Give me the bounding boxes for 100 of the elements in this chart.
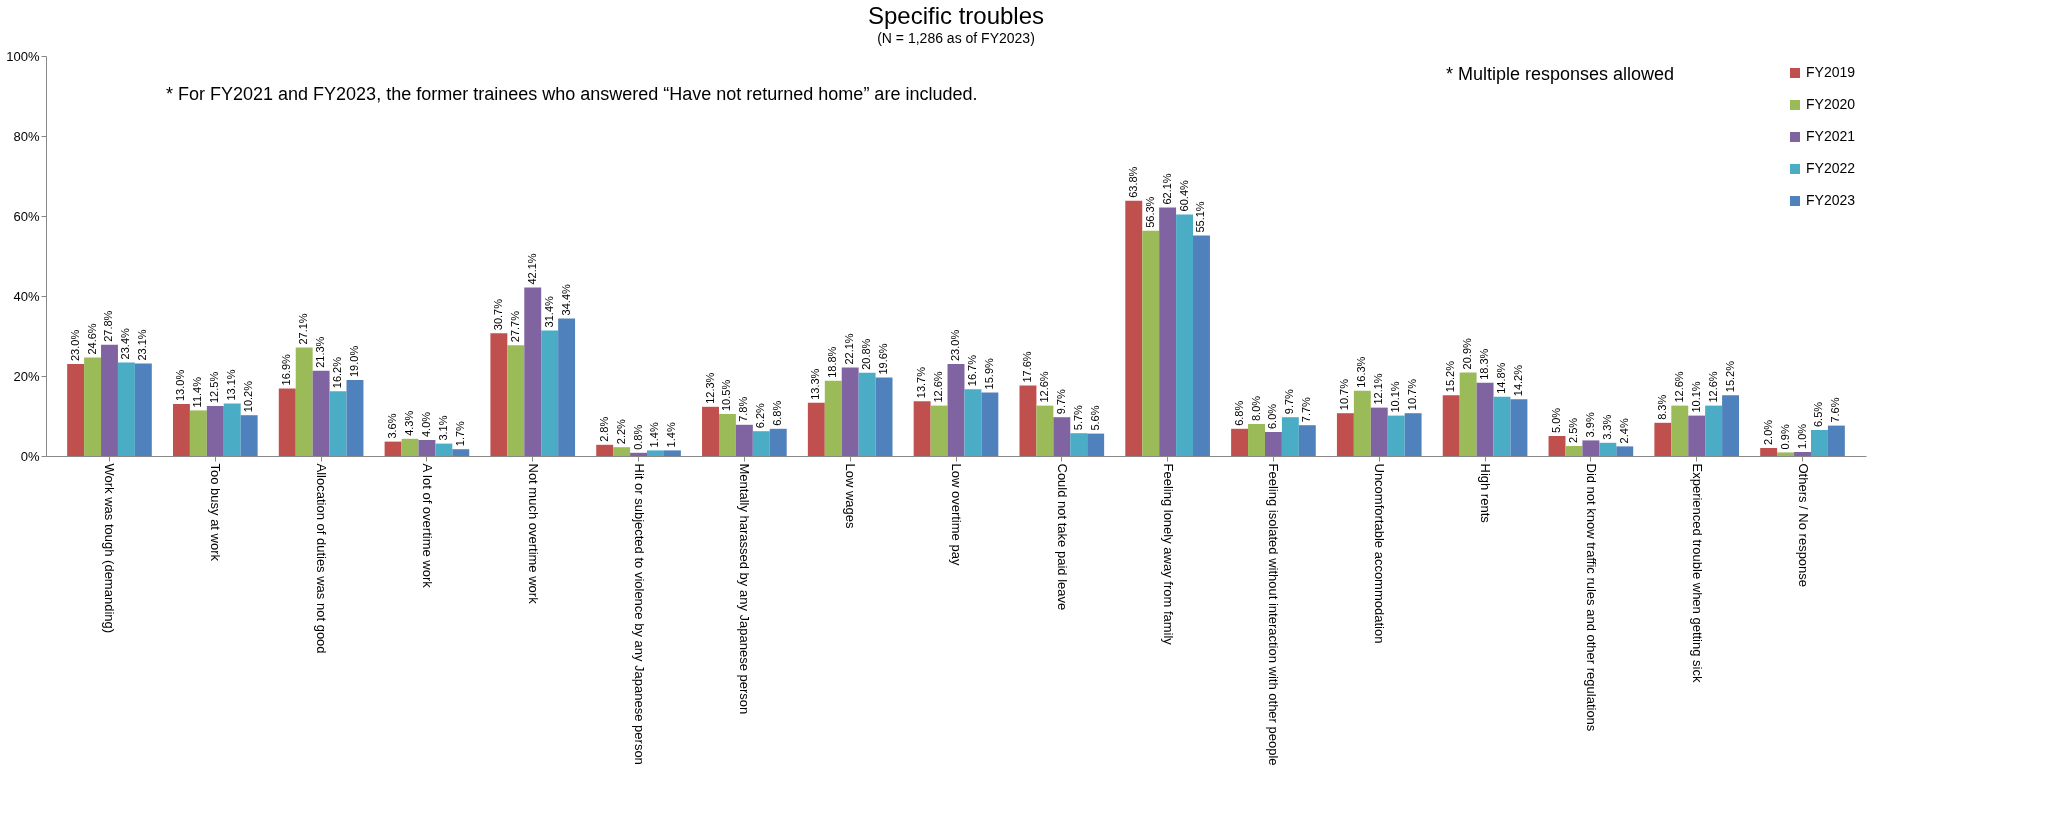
data-label: 3.3% bbox=[1600, 414, 1613, 440]
bar bbox=[1565, 446, 1583, 456]
data-label: 1.7% bbox=[453, 420, 466, 447]
x-tick-label: Allocation of duties was not good bbox=[314, 463, 330, 654]
data-label: 3.9% bbox=[1583, 412, 1596, 438]
x-tick-label: Not much overtime work bbox=[525, 463, 541, 605]
data-label: 10.5% bbox=[720, 379, 733, 411]
data-label: 18.3% bbox=[1478, 348, 1491, 380]
data-label: 34.4% bbox=[559, 283, 572, 316]
data-label: 16.7% bbox=[965, 354, 978, 387]
data-label: 6.8% bbox=[771, 400, 784, 426]
bar bbox=[189, 410, 207, 456]
bar bbox=[1760, 448, 1778, 456]
bar bbox=[401, 438, 419, 456]
data-label: 4.0% bbox=[419, 411, 432, 437]
x-tick-label: Low wages bbox=[843, 463, 859, 530]
data-label: 23.0% bbox=[949, 329, 961, 361]
data-label: 3.1% bbox=[436, 415, 449, 441]
data-label: 13.1% bbox=[225, 369, 238, 401]
bar bbox=[1476, 382, 1494, 456]
bar bbox=[1070, 433, 1088, 456]
bar bbox=[1087, 433, 1105, 456]
y-tick-label: 40% bbox=[13, 288, 40, 304]
bar bbox=[1404, 413, 1422, 456]
data-label: 21.3% bbox=[314, 336, 327, 368]
data-label: 7.7% bbox=[1300, 396, 1313, 423]
bar bbox=[1142, 230, 1160, 456]
bar bbox=[947, 364, 965, 456]
bar bbox=[702, 406, 719, 456]
x-tick-label: Could not take paid leave bbox=[1054, 463, 1070, 611]
data-label: 12.6% bbox=[1706, 371, 1719, 403]
bar bbox=[117, 362, 135, 456]
data-label: 13.7% bbox=[915, 366, 928, 399]
bar bbox=[1264, 432, 1282, 456]
x-tick-label: Feeling isolated without interaction with other people bbox=[1266, 463, 1282, 766]
bar bbox=[1125, 200, 1143, 456]
bar bbox=[1548, 436, 1566, 456]
data-label: 23.0% bbox=[68, 329, 81, 361]
bar bbox=[1387, 415, 1405, 456]
data-label: 16.2% bbox=[331, 356, 344, 389]
bar bbox=[630, 452, 648, 456]
data-label: 13.3% bbox=[809, 368, 822, 400]
data-label: 10.1% bbox=[1689, 381, 1702, 413]
legend-label: FY2021 bbox=[1806, 128, 1856, 144]
bar bbox=[1281, 417, 1299, 456]
data-label: 0.9% bbox=[1778, 424, 1791, 450]
bar bbox=[346, 380, 364, 456]
data-label: 55.1% bbox=[1194, 201, 1207, 233]
bar bbox=[134, 363, 152, 456]
data-label: 1.4% bbox=[648, 422, 661, 448]
data-label: 15.2% bbox=[1444, 360, 1457, 393]
bar bbox=[206, 406, 224, 456]
bar bbox=[172, 404, 190, 456]
bar bbox=[1019, 385, 1037, 456]
x-tick-label: Did not know traffic rules and other regulations bbox=[1583, 463, 1599, 732]
bar bbox=[524, 287, 542, 456]
data-label: 19.0% bbox=[347, 345, 360, 377]
bar bbox=[1193, 235, 1210, 456]
bar bbox=[769, 428, 787, 456]
data-label: 12.6% bbox=[932, 371, 945, 403]
data-label: 20.8% bbox=[860, 338, 873, 370]
bar bbox=[1671, 405, 1689, 456]
data-label: 31.4% bbox=[542, 295, 555, 328]
data-label: 10.1% bbox=[1389, 381, 1402, 413]
bar bbox=[981, 392, 999, 456]
bar bbox=[875, 377, 893, 456]
bar bbox=[1827, 425, 1845, 456]
x-tick-label: Work was tough (demanding) bbox=[102, 463, 118, 634]
data-label: 15.2% bbox=[1723, 360, 1736, 393]
bar bbox=[1705, 405, 1723, 456]
x-tick-label: Low overtime pay bbox=[949, 463, 964, 566]
bar bbox=[858, 372, 876, 456]
data-label: 10.7% bbox=[1406, 378, 1419, 411]
data-label: 27.7% bbox=[508, 310, 521, 343]
x-tick-label: High rents bbox=[1478, 463, 1494, 524]
bar bbox=[913, 401, 931, 456]
y-tick-label: 20% bbox=[13, 368, 40, 384]
bar bbox=[930, 405, 948, 456]
bar bbox=[558, 318, 576, 456]
bar bbox=[295, 347, 313, 456]
data-label: 12.1% bbox=[1372, 373, 1385, 405]
bar bbox=[452, 449, 470, 456]
data-label: 3.6% bbox=[386, 413, 399, 439]
data-label: 9.7% bbox=[1054, 388, 1067, 415]
legend-label: FY2023 bbox=[1806, 192, 1856, 208]
bar bbox=[490, 333, 508, 456]
data-label: 16.9% bbox=[280, 353, 293, 386]
bar bbox=[1459, 372, 1477, 456]
bar bbox=[1722, 395, 1740, 456]
bar bbox=[67, 364, 85, 456]
bar bbox=[735, 424, 753, 456]
data-label: 17.6% bbox=[1020, 351, 1033, 383]
bar bbox=[1442, 395, 1460, 456]
data-label: 19.6% bbox=[877, 343, 890, 375]
bar bbox=[329, 391, 347, 456]
data-label: 5.0% bbox=[1550, 407, 1563, 433]
bar bbox=[718, 414, 736, 456]
bar bbox=[807, 402, 825, 456]
data-label: 12.6% bbox=[1672, 371, 1685, 403]
bar bbox=[613, 447, 631, 456]
